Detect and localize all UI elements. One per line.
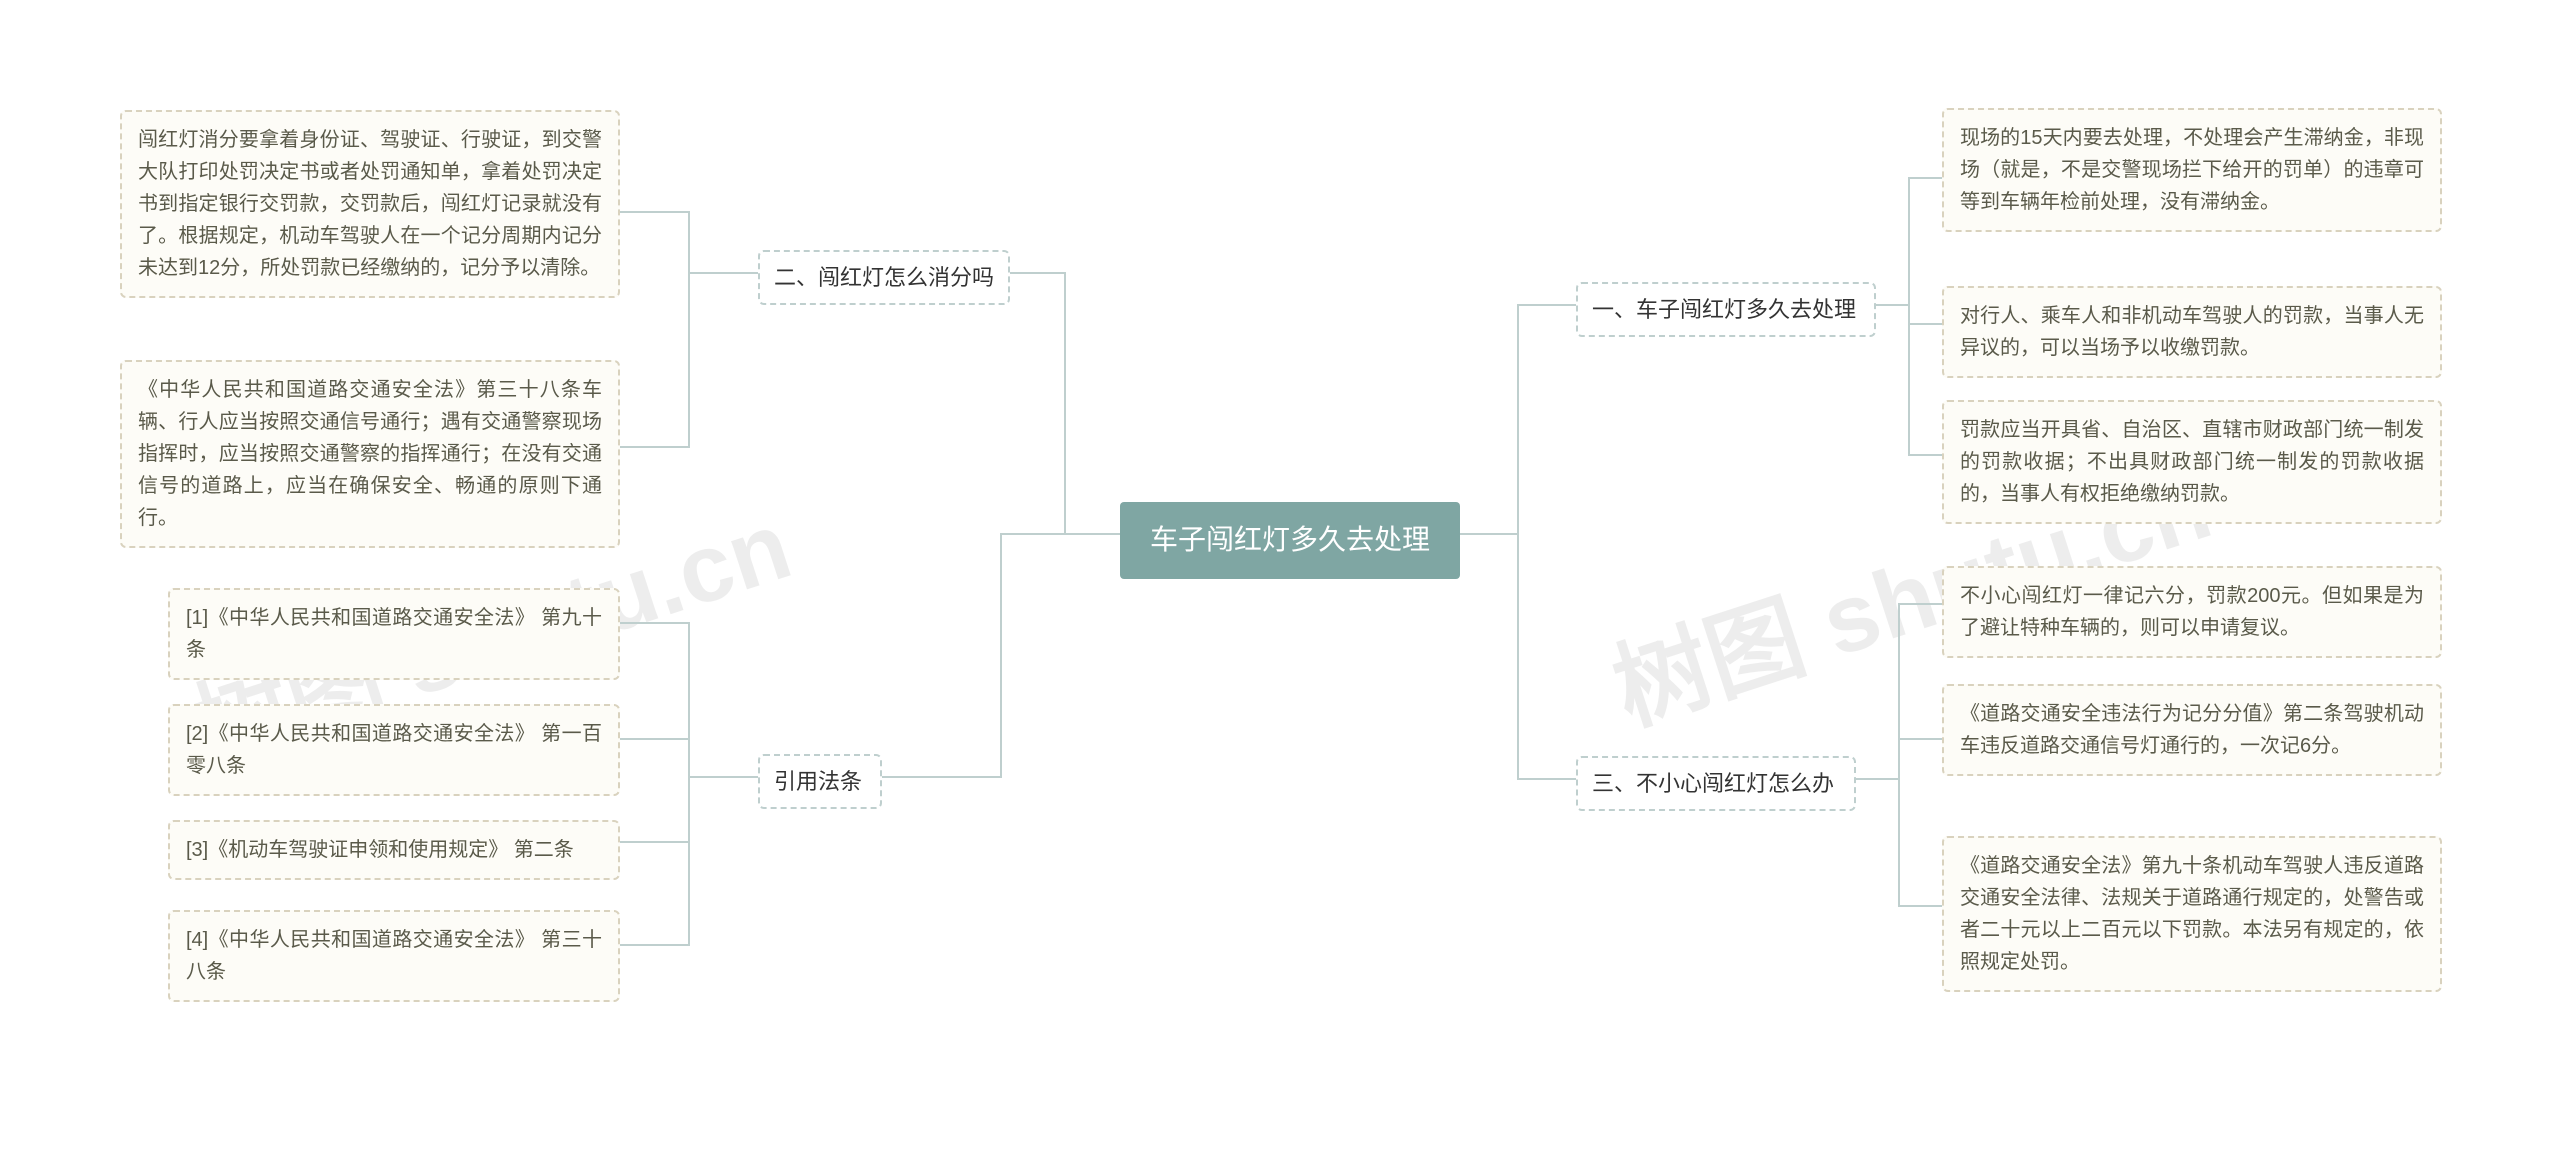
leaf-node: 对行人、乘车人和非机动车驾驶人的罚款，当事人无异议的，可以当场予以收缴罚款。 — [1942, 286, 2442, 378]
leaf-node: 闯红灯消分要拿着身份证、驾驶证、行驶证，到交警大队打印处罚决定书或者处罚通知单，… — [120, 110, 620, 298]
leaf-node: 《道路交通安全违法行为记分分值》第二条驾驶机动车违反道路交通信号灯通行的，一次记… — [1942, 684, 2442, 776]
leaf-node: [3]《机动车驾驶证申领和使用规定》 第二条 — [168, 820, 620, 880]
center-node: 车子闯红灯多久去处理 — [1120, 502, 1460, 579]
leaf-node: 《道路交通安全法》第九十条机动车驾驶人违反道路交通安全法律、法规关于道路通行规定… — [1942, 836, 2442, 992]
mindmap-canvas: 树图 shutu.cn 树图 shutu.cn 车子闯红灯多久去处理 二、闯红灯… — [0, 0, 2560, 1152]
leaf-node: [1]《中华人民共和国道路交通安全法》 第九十条 — [168, 588, 620, 680]
leaf-node: 罚款应当开具省、自治区、直辖市财政部门统一制发的罚款收据；不出具财政部门统一制发… — [1942, 400, 2442, 524]
leaf-node: [2]《中华人民共和国道路交通安全法》 第一百零八条 — [168, 704, 620, 796]
leaf-node: 现场的15天内要去处理，不处理会产生滞纳金，非现场（就是，不是交警现场拦下给开的… — [1942, 108, 2442, 232]
leaf-node: 不小心闯红灯一律记六分，罚款200元。但如果是为了避让特种车辆的，则可以申请复议… — [1942, 566, 2442, 658]
leaf-node: [4]《中华人民共和国道路交通安全法》 第三十八条 — [168, 910, 620, 1002]
leaf-node: 《中华人民共和国道路交通安全法》第三十八条车辆、行人应当按照交通信号通行；遇有交… — [120, 360, 620, 548]
branch-node: 一、车子闯红灯多久去处理 — [1576, 282, 1876, 337]
branch-node: 三、不小心闯红灯怎么办 — [1576, 756, 1856, 811]
branch-node: 二、闯红灯怎么消分吗 — [758, 250, 1010, 305]
branch-node: 引用法条 — [758, 754, 882, 809]
